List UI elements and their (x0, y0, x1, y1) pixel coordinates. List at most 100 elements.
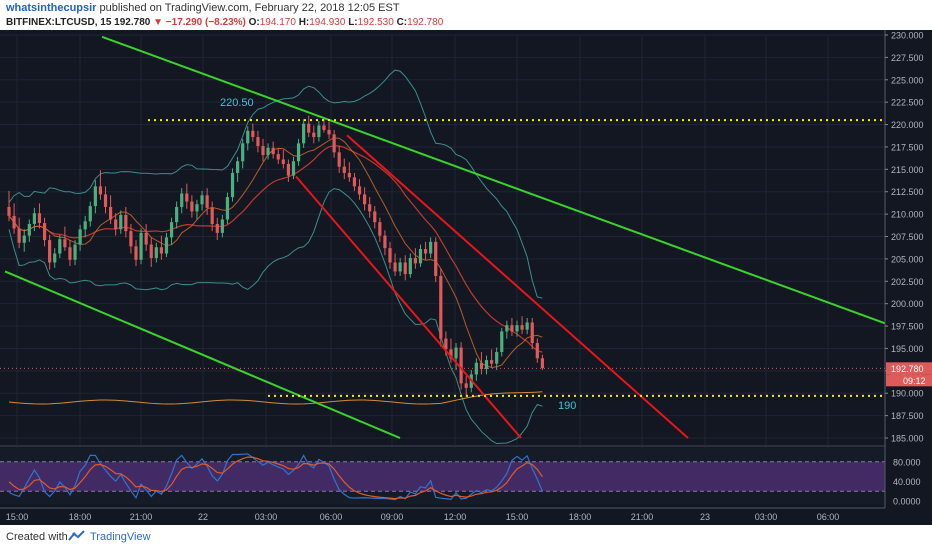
author-link[interactable]: whatsinthecupsir (6, 2, 97, 14)
candle-body (210, 207, 214, 224)
publish-header: whatsinthecupsir published on TradingVie… (6, 2, 400, 16)
candle-body (500, 331, 504, 353)
candle-body (144, 232, 148, 245)
candle-body (169, 222, 174, 238)
price-tick-label: 212.500 (891, 187, 924, 197)
candle-body (403, 262, 407, 275)
candle-body (63, 239, 67, 248)
candle-body (342, 166, 346, 173)
candle-body (332, 134, 336, 153)
chart-background (0, 30, 932, 525)
candle-body (515, 325, 519, 332)
candle-body (444, 338, 448, 350)
candle-body (103, 194, 108, 207)
time-tick-label: 23 (700, 512, 710, 522)
candle-body (495, 352, 499, 364)
candle-body (540, 358, 544, 369)
high-label: H: (298, 17, 310, 28)
time-axis[interactable]: 15:00 18:00 21:00 22 03:00 06:00 09:00 12:00 15:… (0, 507, 932, 525)
price-tick-label: 210.000 (891, 210, 924, 220)
red-channel-lower-line (295, 175, 522, 439)
low-value: 192.530 (357, 17, 394, 28)
candle-body (195, 204, 199, 212)
bollinger-lower-line (8, 188, 543, 445)
candle-body (261, 146, 265, 156)
candle-body (363, 194, 367, 205)
candle-body (58, 239, 62, 254)
price-tick-label: 217.500 (891, 142, 924, 152)
candle-body (230, 172, 235, 198)
candle-body (134, 246, 138, 260)
time-tick-label: 18:00 (569, 512, 592, 522)
countdown-badge (886, 374, 932, 387)
candle-body (281, 159, 285, 164)
candle-body (109, 206, 113, 220)
tradingview-brand-link[interactable]: TradingView (90, 531, 151, 543)
close-value: 192.780 (407, 17, 444, 28)
price-tick-label: 205.000 (891, 254, 924, 264)
candle-body (271, 147, 275, 155)
close-label: C: (396, 17, 408, 28)
red-channel-upper-line (346, 134, 689, 439)
candle-body (291, 161, 296, 176)
green-channel-lower-line (4, 270, 401, 439)
candle-body (449, 349, 453, 359)
candle-body (190, 201, 194, 212)
candle-body (464, 383, 468, 388)
candle-body (149, 244, 153, 258)
symbol-header: BITFINEX:LTCUSD, 15 192.780 ▼ −17.290 (−… (6, 17, 443, 30)
candle-body (185, 193, 189, 202)
candle-body (139, 232, 143, 260)
candle-body (317, 125, 321, 138)
price-chart[interactable]: 220.50 190 230.000 227.500 225.000 222.500 22… (0, 30, 932, 525)
price-tick-label: 190.000 (891, 389, 924, 399)
time-tick-label: 06:00 (817, 512, 840, 522)
price-tick-label: 197.500 (891, 322, 924, 332)
candle-body (215, 223, 219, 233)
volume-average-line (8, 391, 543, 405)
candle-body (454, 347, 458, 359)
candle-body (520, 325, 524, 330)
candle-body (266, 147, 270, 156)
candle-body (307, 123, 311, 133)
footer: Created with TradingView (0, 525, 932, 550)
candle-body (246, 130, 250, 144)
candle-body (398, 262, 402, 272)
candle-body (484, 360, 489, 370)
candle-body (383, 235, 387, 249)
low-label: L: (348, 17, 358, 28)
price-tick-label: 207.500 (891, 232, 924, 242)
time-tick-label: 21:00 (130, 512, 153, 522)
price-tick-label: 187.500 (891, 411, 924, 421)
candle-body (241, 143, 245, 162)
price-tick-label: 215.000 (891, 165, 924, 175)
price-axis[interactable]: 230.000 227.500 225.000 222.500 220.000 217.5… (884, 30, 932, 525)
drawing-tools: 220.50 190 (0, 35, 886, 439)
published-text: published on TradingView.com, February 2… (99, 2, 400, 14)
time-tick-label: 22 (198, 512, 208, 522)
candle-body (525, 322, 529, 330)
candle-body (530, 322, 534, 344)
time-axis-background (0, 508, 932, 525)
candle-body (312, 132, 316, 138)
candle-body (510, 325, 514, 332)
candle-body (78, 229, 82, 245)
price-tick-label: 220.000 (891, 120, 924, 130)
candle-body (286, 163, 290, 176)
candle-body (373, 211, 377, 223)
candle-body (357, 186, 362, 195)
open-value: 194.170 (259, 17, 296, 28)
candle-body (53, 253, 57, 263)
time-tick-label: 15:00 (506, 512, 529, 522)
candle-body (256, 137, 260, 147)
time-tick-label: 09:00 (381, 512, 404, 522)
green-channel-upper-line (101, 35, 886, 325)
candle-body (220, 219, 224, 233)
candle-body (124, 215, 128, 232)
candle-body (429, 241, 433, 254)
symbol-name: BITFINEX:LTCUSD, 15 (6, 17, 112, 28)
candle-body (296, 143, 301, 162)
candle-body (200, 195, 204, 205)
high-value: 194.930 (309, 17, 346, 28)
candle-body (93, 186, 97, 207)
